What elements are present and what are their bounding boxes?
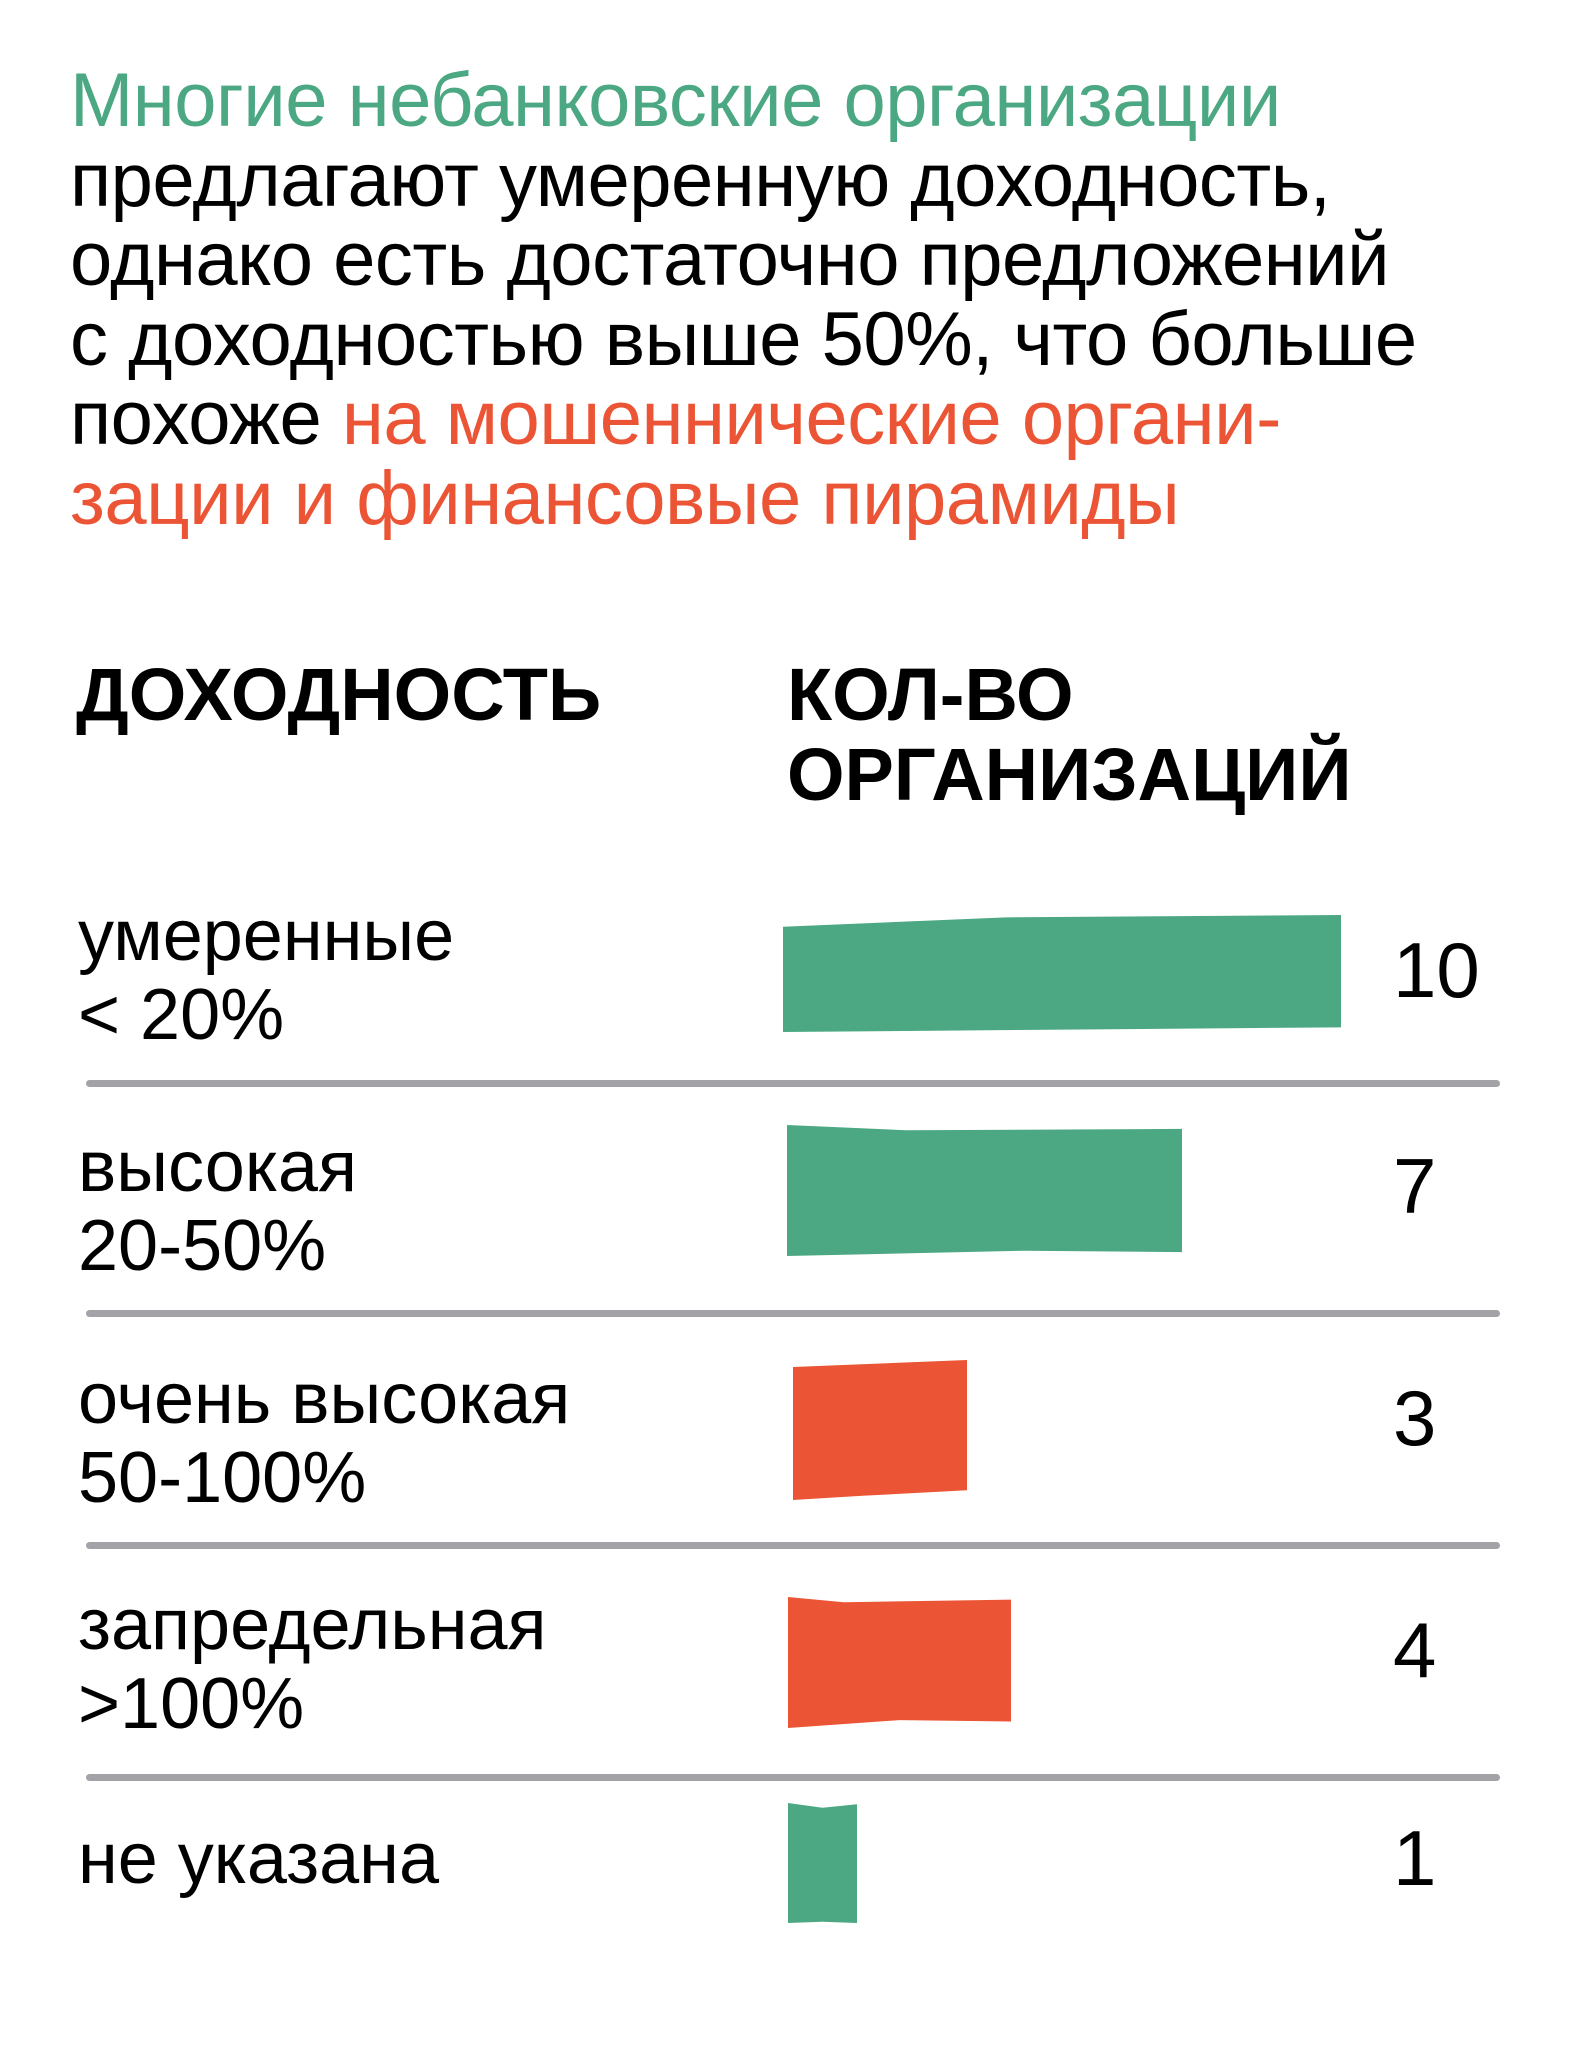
- headline-text: предлагают умеренную доходность,: [70, 137, 1331, 223]
- headline-line-5: похоже на мошеннические органи-: [70, 379, 1570, 459]
- value-unspecified: 1: [1393, 1814, 1437, 1902]
- headline-line-1: Многие небанковские организации: [70, 61, 1570, 141]
- bar-high: [787, 1125, 1182, 1256]
- row-label-name: запредельная: [78, 1585, 547, 1665]
- row-label-name: высокая: [78, 1127, 357, 1207]
- yield-column-header: ДОХОДНОСТЬ: [76, 653, 602, 736]
- headline-text: однако есть достаточно предложений: [70, 217, 1390, 303]
- headline-red-text: зации и финансовые пирамиды: [70, 455, 1180, 541]
- row-divider: [86, 1310, 1500, 1317]
- bar-extreme: [788, 1597, 1011, 1728]
- row-divider: [86, 1542, 1500, 1549]
- headline-line-4: с доходностью выше 50%, что больше: [70, 296, 1570, 382]
- bar-very-high: [793, 1360, 967, 1500]
- value-extreme: 4: [1393, 1606, 1437, 1694]
- headline: Многие небанковские организации предлага…: [70, 61, 1570, 539]
- value-very-high: 3: [1393, 1374, 1437, 1462]
- row-label-name: умеренные: [78, 896, 455, 976]
- headline-line-2: предлагают умеренную доходность,: [70, 137, 1570, 223]
- headline-line-6: зации и финансовые пирамиды: [70, 459, 1570, 539]
- bar-unspecified: [788, 1803, 857, 1923]
- bar-moderate: [783, 915, 1341, 1032]
- row-label-very-high: очень высокая 50-100%: [78, 1360, 570, 1518]
- row-label-extreme: запредельная >100%: [78, 1586, 547, 1744]
- row-label-moderate: умеренные < 20%: [78, 897, 454, 1055]
- row-label-name: не указана: [78, 1819, 439, 1899]
- count-header-line-1: КОЛ-ВО: [787, 653, 1074, 736]
- row-label-high: высокая 20-50%: [78, 1128, 357, 1286]
- headline-red-text: на мошеннические органи-: [341, 376, 1282, 462]
- headline-text: с доходностью выше 50%, что больше: [70, 296, 1417, 382]
- count-column-header: КОЛ-ВО ОРГАНИЗАЦИЙ: [787, 655, 1352, 815]
- value-high: 7: [1393, 1142, 1437, 1230]
- row-label-range: >100%: [78, 1664, 305, 1744]
- row-label-name: очень высокая: [78, 1359, 571, 1439]
- row-label-range: < 20%: [78, 975, 285, 1055]
- headline-text: похоже: [70, 376, 342, 462]
- row-label-unspecified: не указана: [78, 1820, 439, 1899]
- value-moderate: 10: [1393, 926, 1480, 1014]
- headline-line-3: однако есть достаточно предложений: [70, 220, 1570, 300]
- headline-green-text: Многие небанковские организации: [70, 58, 1281, 143]
- row-divider: [86, 1080, 1500, 1087]
- count-header-line-2: ОРГАНИЗАЦИЙ: [787, 733, 1352, 816]
- row-divider: [86, 1774, 1500, 1781]
- row-label-range: 50-100%: [78, 1438, 367, 1518]
- row-label-range: 20-50%: [78, 1206, 327, 1286]
